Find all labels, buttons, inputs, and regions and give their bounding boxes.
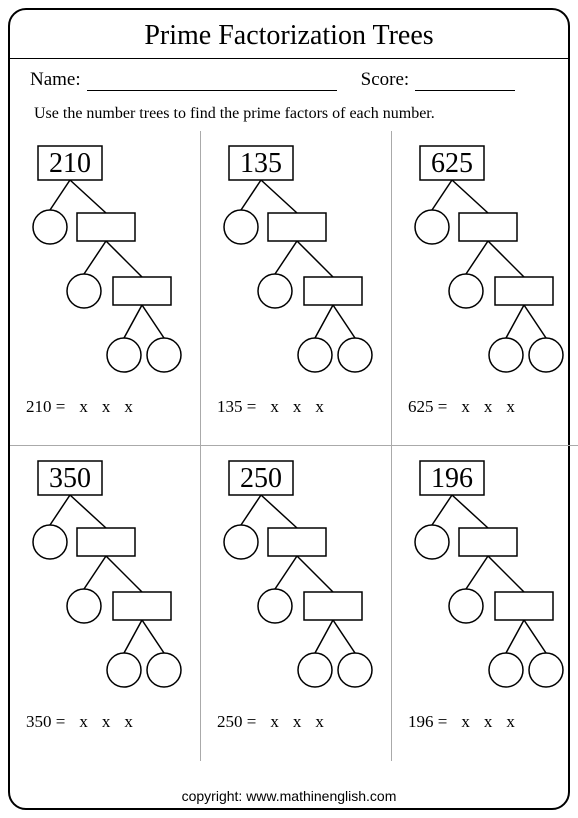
equation-number: 135 = xyxy=(217,397,256,417)
multiply-symbol: x xyxy=(102,397,111,417)
svg-text:210: 210 xyxy=(49,148,91,179)
equation-number: 350 = xyxy=(26,712,65,732)
multiply-symbol: x xyxy=(293,712,302,732)
multiply-symbol: x xyxy=(484,712,493,732)
equation-line: 210 =xxx xyxy=(16,397,194,417)
multiply-symbol: x xyxy=(315,397,324,417)
name-label: Name: xyxy=(30,69,81,91)
multiply-symbol: x xyxy=(315,712,324,732)
equation-line: 625 =xxx xyxy=(398,397,576,417)
multiply-symbol: x xyxy=(79,712,88,732)
svg-text:135: 135 xyxy=(240,148,282,179)
equation-line: 250 =xxx xyxy=(207,712,385,732)
multiply-symbol: x xyxy=(79,397,88,417)
problem-cell: 196196 =xxx xyxy=(392,446,578,761)
problem-cell: 625625 =xxx xyxy=(392,131,578,446)
equation-line: 196 =xxx xyxy=(398,712,576,732)
multiply-symbol: x xyxy=(270,397,279,417)
equation-line: 350 =xxx xyxy=(16,712,194,732)
problem-grid: 210210 =xxx135135 =xxx625625 =xxx350350 … xyxy=(10,131,568,761)
multiply-symbol: x xyxy=(124,397,133,417)
factor-tree: 135 xyxy=(207,141,385,393)
problem-cell: 350350 =xxx xyxy=(10,446,201,761)
multiply-symbol: x xyxy=(461,712,470,732)
meta-row: Name: Score: xyxy=(10,59,568,95)
factor-tree: 625 xyxy=(398,141,576,393)
multiply-symbol: x xyxy=(270,712,279,732)
multiply-symbol: x xyxy=(293,397,302,417)
factor-tree: 210 xyxy=(16,141,194,393)
factor-tree: 250 xyxy=(207,456,385,708)
svg-text:250: 250 xyxy=(240,463,282,494)
equation-line: 135 =xxx xyxy=(207,397,385,417)
equation-number: 625 = xyxy=(408,397,447,417)
factor-tree: 350 xyxy=(16,456,194,708)
name-field-line[interactable] xyxy=(87,69,337,91)
multiply-symbol: x xyxy=(506,712,515,732)
multiply-symbol: x xyxy=(461,397,470,417)
problem-cell: 135135 =xxx xyxy=(201,131,392,446)
equation-number: 196 = xyxy=(408,712,447,732)
problem-cell: 250250 =xxx xyxy=(201,446,392,761)
problem-cell: 210210 =xxx xyxy=(10,131,201,446)
multiply-symbol: x xyxy=(484,397,493,417)
svg-text:196: 196 xyxy=(431,463,473,494)
equation-number: 250 = xyxy=(217,712,256,732)
multiply-symbol: x xyxy=(506,397,515,417)
multiply-symbol: x xyxy=(102,712,111,732)
equation-number: 210 = xyxy=(26,397,65,417)
instruction-text: Use the number trees to find the prime f… xyxy=(10,95,568,131)
score-label: Score: xyxy=(361,69,410,91)
page-title: Prime Factorization Trees xyxy=(10,10,568,59)
factor-tree: 196 xyxy=(398,456,576,708)
score-field-line[interactable] xyxy=(415,69,515,91)
svg-text:350: 350 xyxy=(49,463,91,494)
multiply-symbol: x xyxy=(124,712,133,732)
copyright-text: copyright: www.mathinenglish.com xyxy=(10,788,568,804)
svg-text:625: 625 xyxy=(431,148,473,179)
